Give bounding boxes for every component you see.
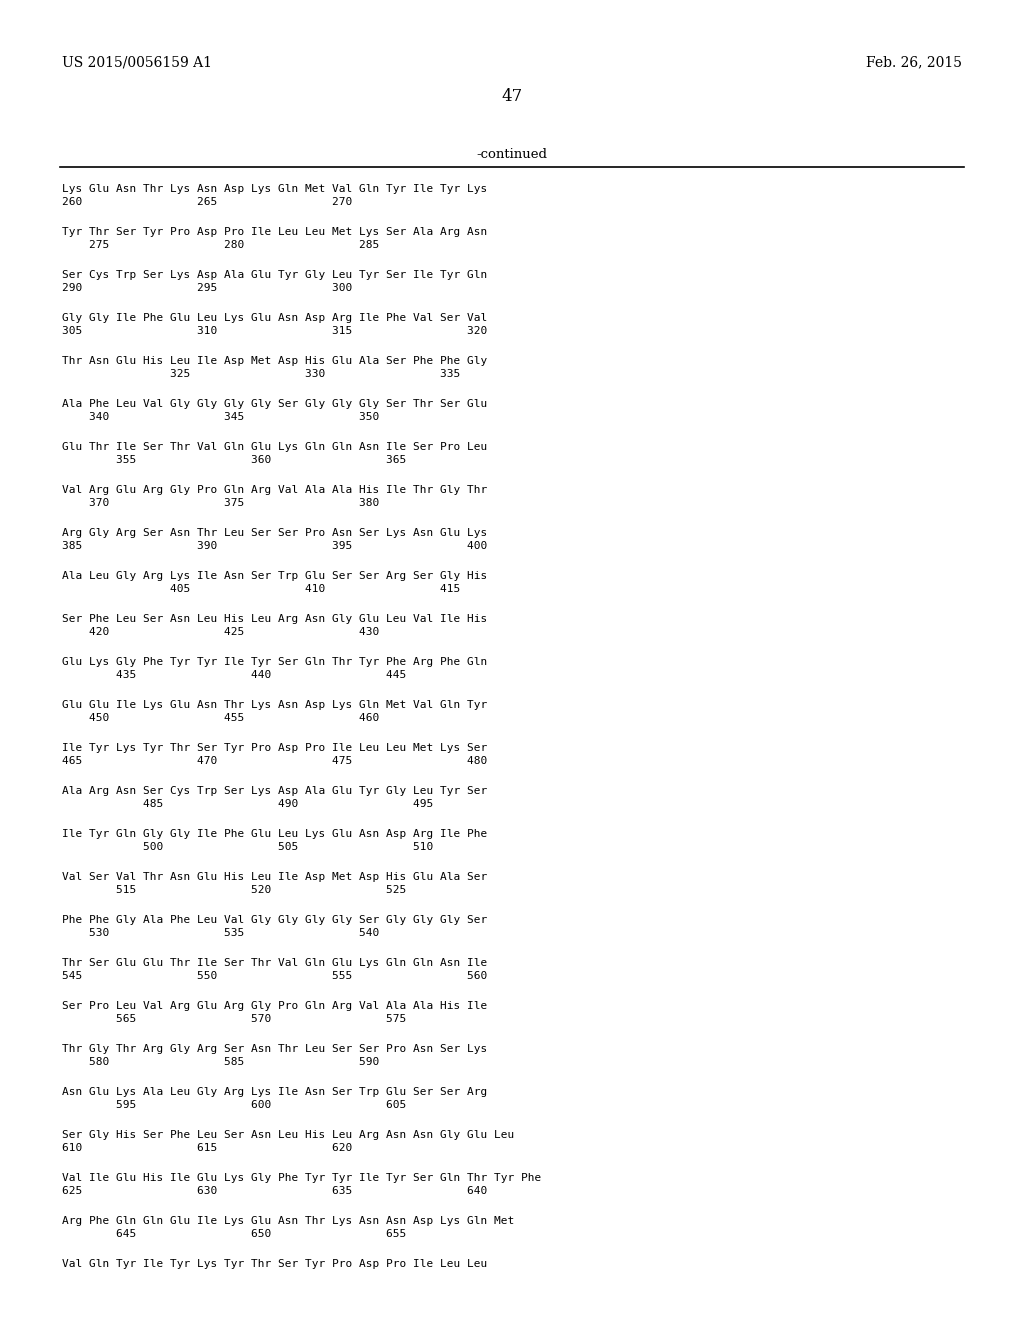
Text: Ser Pro Leu Val Arg Glu Arg Gly Pro Gln Arg Val Ala Ala His Ile: Ser Pro Leu Val Arg Glu Arg Gly Pro Gln … <box>62 1001 487 1011</box>
Text: Val Arg Glu Arg Gly Pro Gln Arg Val Ala Ala His Ile Thr Gly Thr: Val Arg Glu Arg Gly Pro Gln Arg Val Ala … <box>62 484 487 495</box>
Text: Val Ser Val Thr Asn Glu His Leu Ile Asp Met Asp His Glu Ala Ser: Val Ser Val Thr Asn Glu His Leu Ile Asp … <box>62 873 487 882</box>
Text: Ala Arg Asn Ser Cys Trp Ser Lys Asp Ala Glu Tyr Gly Leu Tyr Ser: Ala Arg Asn Ser Cys Trp Ser Lys Asp Ala … <box>62 785 487 796</box>
Text: Glu Lys Gly Phe Tyr Tyr Ile Tyr Ser Gln Thr Tyr Phe Arg Phe Gln: Glu Lys Gly Phe Tyr Tyr Ile Tyr Ser Gln … <box>62 657 487 667</box>
Text: 530                 535                 540: 530 535 540 <box>62 928 379 939</box>
Text: 565                 570                 575: 565 570 575 <box>62 1014 407 1024</box>
Text: 465                 470                 475                 480: 465 470 475 480 <box>62 756 487 766</box>
Text: 420                 425                 430: 420 425 430 <box>62 627 379 638</box>
Text: Ile Tyr Gln Gly Gly Ile Phe Glu Leu Lys Glu Asn Asp Arg Ile Phe: Ile Tyr Gln Gly Gly Ile Phe Glu Leu Lys … <box>62 829 487 840</box>
Text: -continued: -continued <box>476 148 548 161</box>
Text: 450                 455                 460: 450 455 460 <box>62 713 379 723</box>
Text: Thr Ser Glu Glu Thr Ile Ser Thr Val Gln Glu Lys Gln Gln Asn Ile: Thr Ser Glu Glu Thr Ile Ser Thr Val Gln … <box>62 958 487 968</box>
Text: Thr Asn Glu His Leu Ile Asp Met Asp His Glu Ala Ser Phe Phe Gly: Thr Asn Glu His Leu Ile Asp Met Asp His … <box>62 356 487 366</box>
Text: US 2015/0056159 A1: US 2015/0056159 A1 <box>62 55 212 69</box>
Text: 305                 310                 315                 320: 305 310 315 320 <box>62 326 487 337</box>
Text: Val Ile Glu His Ile Glu Lys Gly Phe Tyr Tyr Ile Tyr Ser Gln Thr Tyr Phe: Val Ile Glu His Ile Glu Lys Gly Phe Tyr … <box>62 1173 542 1183</box>
Text: 370                 375                 380: 370 375 380 <box>62 498 379 508</box>
Text: 405                 410                 415: 405 410 415 <box>62 583 460 594</box>
Text: Glu Thr Ile Ser Thr Val Gln Glu Lys Gln Gln Asn Ile Ser Pro Leu: Glu Thr Ile Ser Thr Val Gln Glu Lys Gln … <box>62 442 487 451</box>
Text: Arg Gly Arg Ser Asn Thr Leu Ser Ser Pro Asn Ser Lys Asn Glu Lys: Arg Gly Arg Ser Asn Thr Leu Ser Ser Pro … <box>62 528 487 539</box>
Text: Val Gln Tyr Ile Tyr Lys Tyr Thr Ser Tyr Pro Asp Pro Ile Leu Leu: Val Gln Tyr Ile Tyr Lys Tyr Thr Ser Tyr … <box>62 1259 487 1269</box>
Text: 260                 265                 270: 260 265 270 <box>62 197 352 207</box>
Text: 545                 550                 555                 560: 545 550 555 560 <box>62 972 487 981</box>
Text: 595                 600                 605: 595 600 605 <box>62 1100 407 1110</box>
Text: 580                 585                 590: 580 585 590 <box>62 1057 379 1067</box>
Text: Gly Gly Ile Phe Glu Leu Lys Glu Asn Asp Arg Ile Phe Val Ser Val: Gly Gly Ile Phe Glu Leu Lys Glu Asn Asp … <box>62 313 487 323</box>
Text: 500                 505                 510: 500 505 510 <box>62 842 433 851</box>
Text: Thr Gly Thr Arg Gly Arg Ser Asn Thr Leu Ser Ser Pro Asn Ser Lys: Thr Gly Thr Arg Gly Arg Ser Asn Thr Leu … <box>62 1044 487 1053</box>
Text: 275                 280                 285: 275 280 285 <box>62 240 379 249</box>
Text: 290                 295                 300: 290 295 300 <box>62 282 352 293</box>
Text: Arg Phe Gln Gln Glu Ile Lys Glu Asn Thr Lys Asn Asn Asp Lys Gln Met: Arg Phe Gln Gln Glu Ile Lys Glu Asn Thr … <box>62 1216 514 1226</box>
Text: 340                 345                 350: 340 345 350 <box>62 412 379 422</box>
Text: Glu Glu Ile Lys Glu Asn Thr Lys Asn Asp Lys Gln Met Val Gln Tyr: Glu Glu Ile Lys Glu Asn Thr Lys Asn Asp … <box>62 700 487 710</box>
Text: 385                 390                 395                 400: 385 390 395 400 <box>62 541 487 550</box>
Text: 515                 520                 525: 515 520 525 <box>62 884 407 895</box>
Text: 435                 440                 445: 435 440 445 <box>62 671 407 680</box>
Text: 325                 330                 335: 325 330 335 <box>62 370 460 379</box>
Text: Asn Glu Lys Ala Leu Gly Arg Lys Ile Asn Ser Trp Glu Ser Ser Arg: Asn Glu Lys Ala Leu Gly Arg Lys Ile Asn … <box>62 1086 487 1097</box>
Text: 47: 47 <box>502 88 522 106</box>
Text: 625                 630                 635                 640: 625 630 635 640 <box>62 1185 487 1196</box>
Text: Lys Glu Asn Thr Lys Asn Asp Lys Gln Met Val Gln Tyr Ile Tyr Lys: Lys Glu Asn Thr Lys Asn Asp Lys Gln Met … <box>62 183 487 194</box>
Text: Ile Tyr Lys Tyr Thr Ser Tyr Pro Asp Pro Ile Leu Leu Met Lys Ser: Ile Tyr Lys Tyr Thr Ser Tyr Pro Asp Pro … <box>62 743 487 752</box>
Text: Ser Phe Leu Ser Asn Leu His Leu Arg Asn Gly Glu Leu Val Ile His: Ser Phe Leu Ser Asn Leu His Leu Arg Asn … <box>62 614 487 624</box>
Text: Feb. 26, 2015: Feb. 26, 2015 <box>866 55 962 69</box>
Text: 645                 650                 655: 645 650 655 <box>62 1229 407 1239</box>
Text: 610                 615                 620: 610 615 620 <box>62 1143 352 1152</box>
Text: Ala Phe Leu Val Gly Gly Gly Gly Ser Gly Gly Gly Ser Thr Ser Glu: Ala Phe Leu Val Gly Gly Gly Gly Ser Gly … <box>62 399 487 409</box>
Text: Ser Gly His Ser Phe Leu Ser Asn Leu His Leu Arg Asn Asn Gly Glu Leu: Ser Gly His Ser Phe Leu Ser Asn Leu His … <box>62 1130 514 1140</box>
Text: Ala Leu Gly Arg Lys Ile Asn Ser Trp Glu Ser Ser Arg Ser Gly His: Ala Leu Gly Arg Lys Ile Asn Ser Trp Glu … <box>62 572 487 581</box>
Text: Ser Cys Trp Ser Lys Asp Ala Glu Tyr Gly Leu Tyr Ser Ile Tyr Gln: Ser Cys Trp Ser Lys Asp Ala Glu Tyr Gly … <box>62 271 487 280</box>
Text: Tyr Thr Ser Tyr Pro Asp Pro Ile Leu Leu Met Lys Ser Ala Arg Asn: Tyr Thr Ser Tyr Pro Asp Pro Ile Leu Leu … <box>62 227 487 238</box>
Text: Phe Phe Gly Ala Phe Leu Val Gly Gly Gly Gly Ser Gly Gly Gly Ser: Phe Phe Gly Ala Phe Leu Val Gly Gly Gly … <box>62 915 487 925</box>
Text: 355                 360                 365: 355 360 365 <box>62 455 407 465</box>
Text: 485                 490                 495: 485 490 495 <box>62 799 433 809</box>
